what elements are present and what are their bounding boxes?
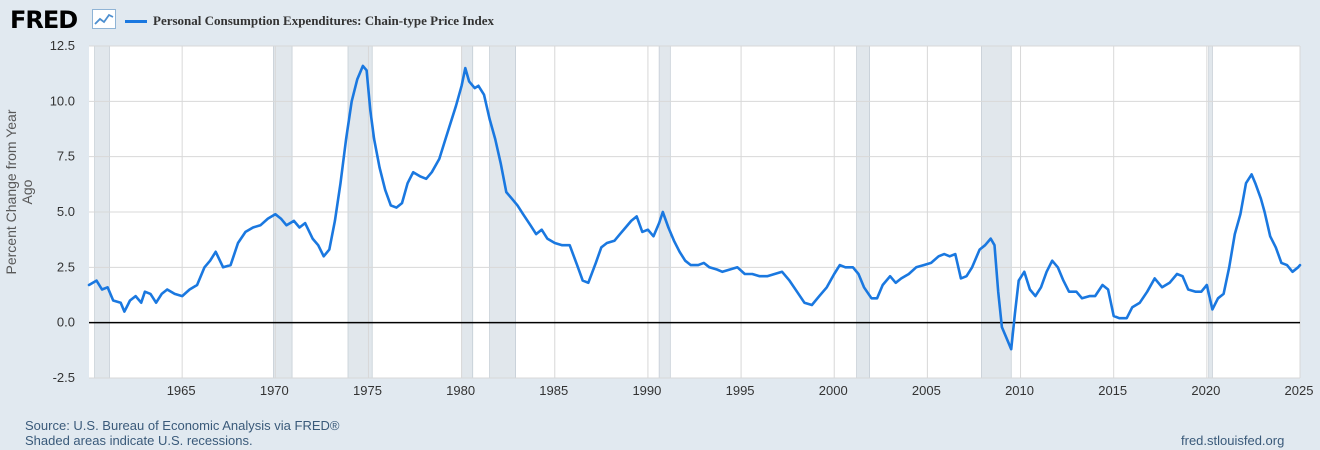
- x-tick-label: 1990: [632, 383, 661, 398]
- y-tick-label: 12.5: [50, 38, 75, 53]
- legend-label[interactable]: Personal Consumption Expenditures: Chain…: [153, 13, 495, 28]
- x-tick-label: 1970: [260, 383, 289, 398]
- x-tick-label: 1995: [726, 383, 755, 398]
- y-tick-label: 0.0: [57, 315, 75, 330]
- legend-swatch: [125, 19, 147, 23]
- y-tick-label: 7.5: [57, 149, 75, 164]
- y-tick-label: 2.5: [57, 259, 75, 274]
- x-tick-label: 2020: [1191, 383, 1220, 398]
- x-tick-label: 2005: [912, 383, 941, 398]
- y-tick-label: -2.5: [53, 370, 75, 385]
- site-link[interactable]: fred.stlouisfed.org: [1181, 433, 1285, 448]
- y-tick-label: 10.0: [50, 93, 75, 108]
- x-tick-label: 2010: [1005, 383, 1034, 398]
- line-chart-icon: [92, 9, 116, 29]
- source-note: Source: U.S. Bureau of Economic Analysis…: [25, 418, 340, 433]
- x-tick-label: 2015: [1098, 383, 1127, 398]
- x-tick-label: 1985: [539, 383, 568, 398]
- chart-legend: Personal Consumption Expenditures: Chain…: [125, 11, 494, 31]
- recession-note: Shaded areas indicate U.S. recessions.: [25, 433, 253, 448]
- x-tick-label: 2025: [1285, 383, 1314, 398]
- x-tick-label: 1965: [167, 383, 196, 398]
- y-tick-label: 5.0: [57, 204, 75, 219]
- series-line: [87, 64, 1302, 351]
- x-tick-label: 1980: [446, 383, 475, 398]
- x-tick-label: 2000: [819, 383, 848, 398]
- x-tick-label: 1975: [353, 383, 382, 398]
- fred-logo[interactable]: FRED: [10, 6, 78, 34]
